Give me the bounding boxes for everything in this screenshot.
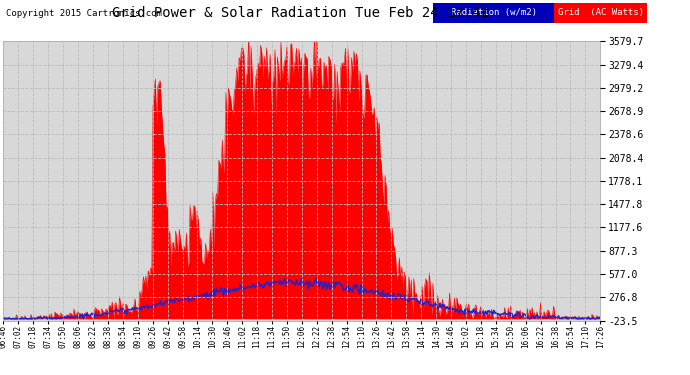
Text: Grid Power & Solar Radiation Tue Feb 24 17:41: Grid Power & Solar Radiation Tue Feb 24 … [112, 6, 489, 20]
Text: Grid  (AC Watts): Grid (AC Watts) [558, 9, 644, 17]
Text: Radiation (w/m2): Radiation (w/m2) [451, 9, 537, 17]
Text: Copyright 2015 Cartronics.com: Copyright 2015 Cartronics.com [6, 9, 161, 18]
